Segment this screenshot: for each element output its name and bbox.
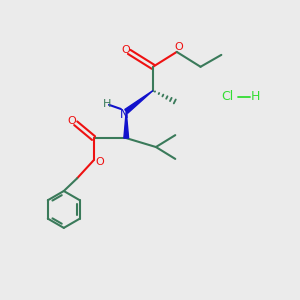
Polygon shape xyxy=(124,111,129,138)
Text: O: O xyxy=(68,116,76,126)
Text: N: N xyxy=(120,108,129,122)
Text: H: H xyxy=(251,90,260,103)
Text: H: H xyxy=(103,99,111,109)
Text: O: O xyxy=(121,45,130,55)
Text: Cl: Cl xyxy=(221,90,233,103)
Text: O: O xyxy=(95,157,104,167)
Polygon shape xyxy=(125,91,153,113)
Text: O: O xyxy=(175,43,183,52)
